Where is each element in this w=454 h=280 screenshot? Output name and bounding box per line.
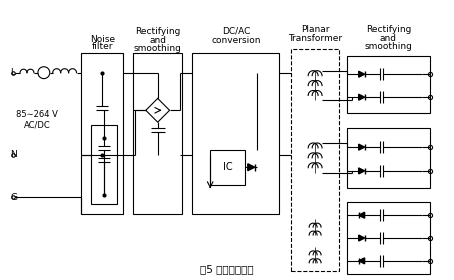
Bar [133, 53, 183, 214]
Text: and: and [380, 34, 397, 43]
Text: conversion: conversion [211, 36, 261, 45]
Text: L: L [10, 68, 15, 77]
Text: Planar: Planar [301, 25, 329, 34]
Polygon shape [248, 164, 255, 171]
Polygon shape [359, 258, 365, 264]
Bar [347, 202, 430, 274]
Polygon shape [359, 94, 365, 100]
Polygon shape [359, 212, 365, 218]
Text: and: and [149, 36, 166, 45]
Text: 图5 电源电路配置: 图5 电源电路配置 [200, 264, 254, 274]
Bar [291, 49, 339, 271]
Text: 85∼264 V
AC/DC: 85∼264 V AC/DC [16, 111, 58, 130]
Bar [347, 128, 430, 188]
Bar [210, 150, 245, 185]
Text: smoothing: smoothing [365, 43, 412, 52]
Text: Rectifying: Rectifying [365, 25, 411, 34]
Bar [347, 56, 430, 113]
Text: G: G [10, 193, 17, 202]
Bar [192, 53, 280, 214]
Text: Noise: Noise [90, 34, 115, 43]
Text: Rectifying: Rectifying [135, 27, 180, 36]
Polygon shape [359, 144, 365, 150]
Text: smoothing: smoothing [134, 45, 182, 53]
Bar [81, 53, 123, 214]
Bar [91, 125, 117, 204]
Polygon shape [359, 168, 365, 174]
Polygon shape [359, 71, 365, 77]
Text: filter: filter [92, 43, 113, 52]
Text: Transformer: Transformer [288, 34, 342, 43]
Polygon shape [359, 235, 365, 241]
Text: N: N [10, 150, 17, 159]
Text: IC: IC [222, 162, 232, 172]
Text: DC/AC: DC/AC [222, 27, 250, 36]
